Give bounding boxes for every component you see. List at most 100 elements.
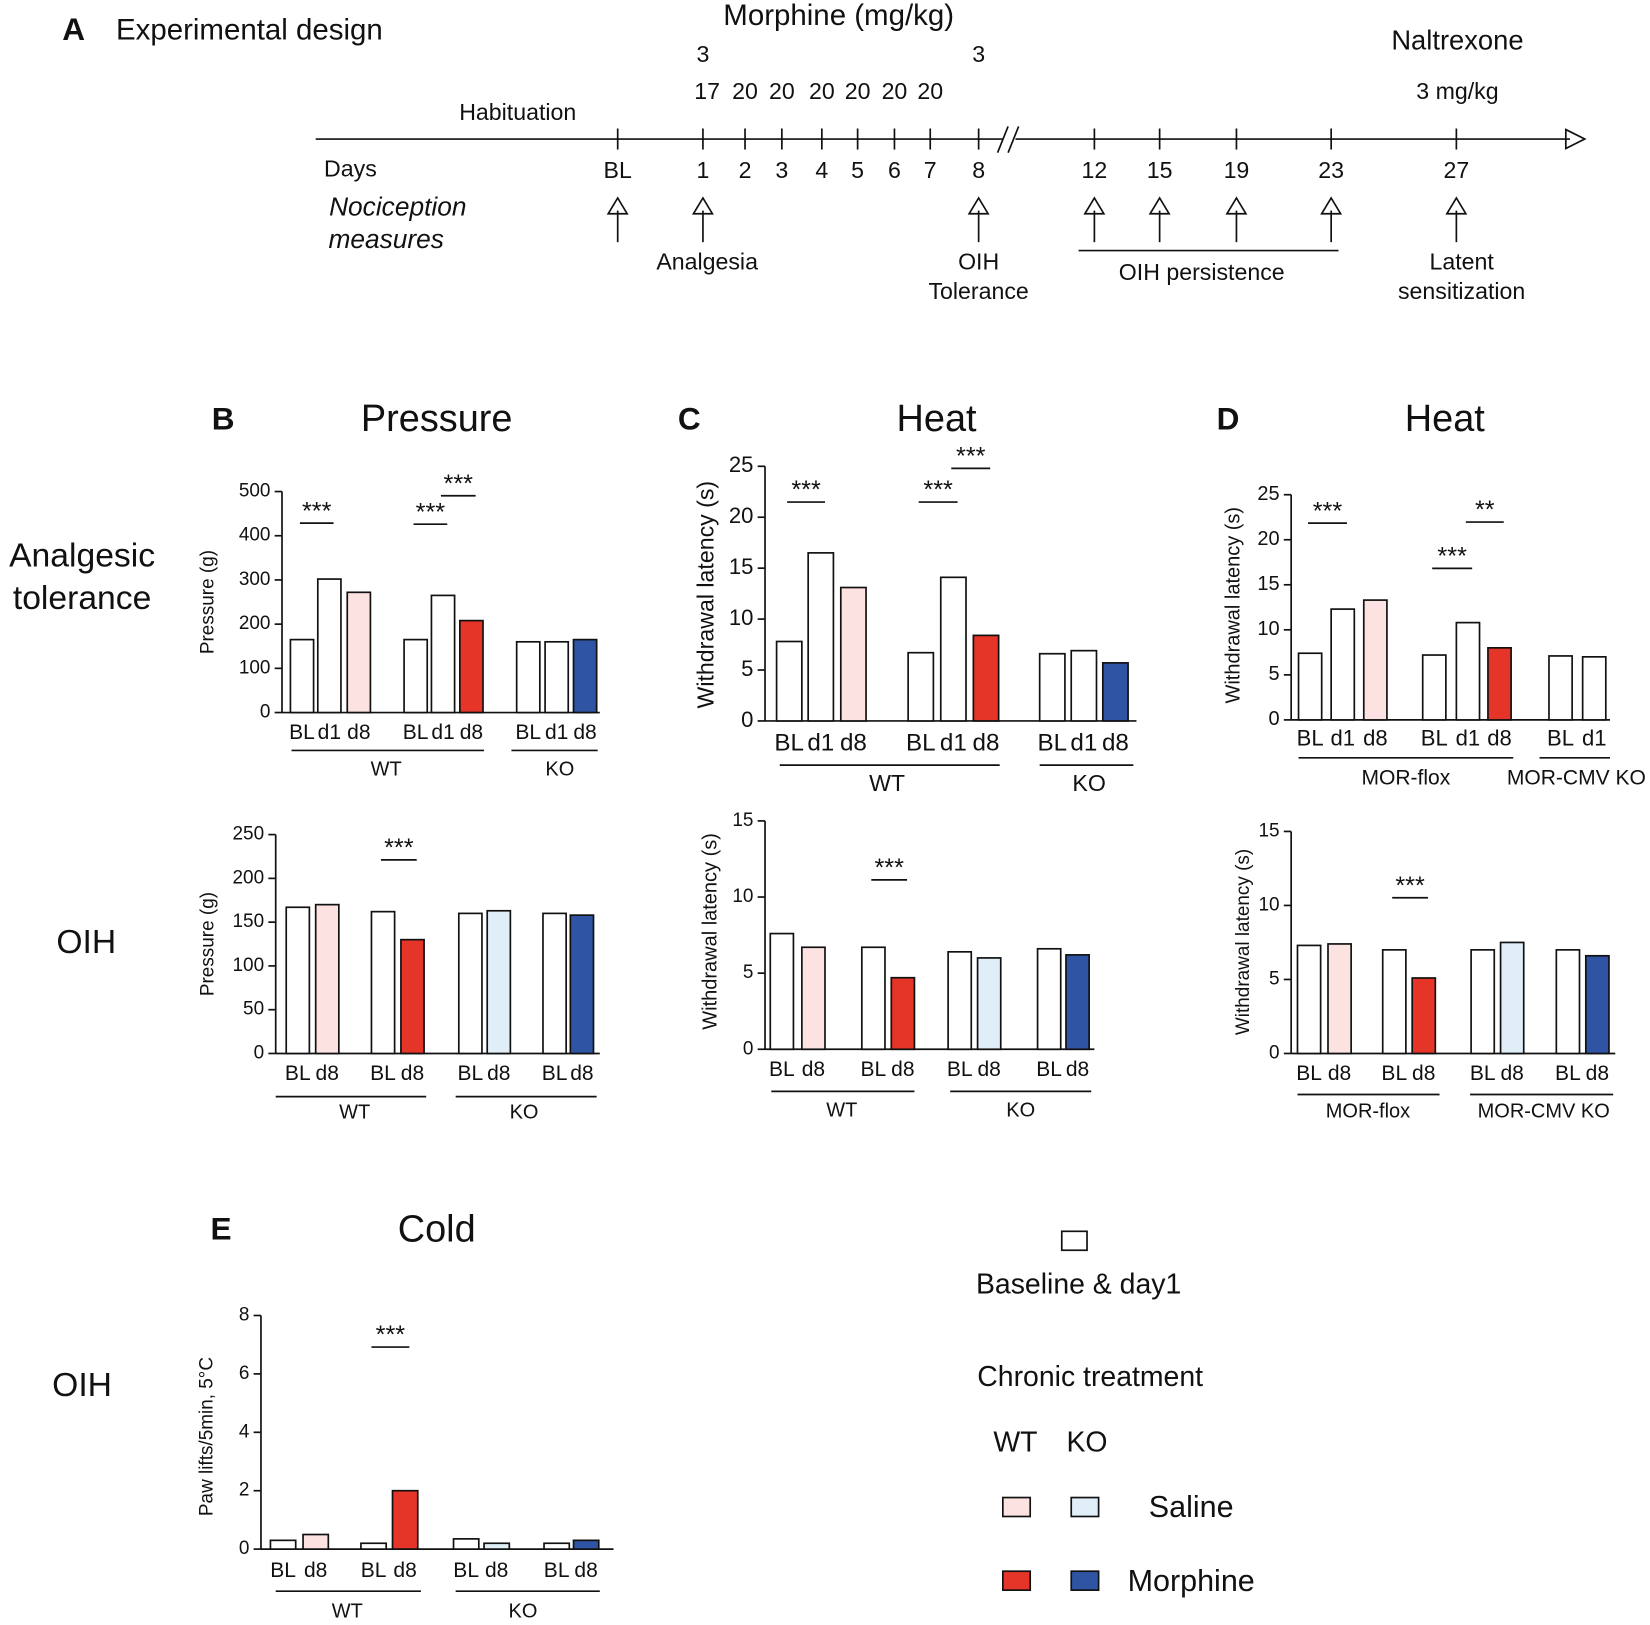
x-tick-label: d8 <box>802 1058 825 1081</box>
dose-label: 20 <box>809 78 835 104</box>
x-tick-label: d8 <box>460 721 483 744</box>
y-tick-label: 200 <box>233 867 265 888</box>
y-tick-label: 50 <box>243 999 264 1020</box>
x-tick-label: d1 <box>318 721 341 744</box>
legend-swatch <box>1001 1496 1032 1518</box>
measure-label: Tolerance <box>928 278 1028 304</box>
bar <box>1036 947 1062 1051</box>
y-tick-label: 6 <box>239 1363 250 1384</box>
bar <box>459 619 484 714</box>
day-label: 7 <box>924 157 937 183</box>
y-tick-label: 5 <box>1268 663 1279 685</box>
y-tick-label: 10 <box>729 605 754 630</box>
x-tick-label: BL <box>285 1062 311 1085</box>
legend-label: Saline <box>1149 1490 1234 1524</box>
bar <box>483 1542 511 1550</box>
x-tick-label: d8 <box>570 1062 593 1085</box>
panel-letter: E <box>210 1211 231 1247</box>
x-tick-label: d8 <box>1066 1058 1089 1081</box>
day-label: 19 <box>1224 157 1250 183</box>
bar <box>1411 977 1437 1055</box>
x-tick-label: BL <box>1036 1058 1062 1081</box>
measure-label: Latent <box>1429 248 1494 274</box>
x-tick-label: d1 <box>1582 726 1607 751</box>
x-tick-label: d8 <box>573 721 596 744</box>
bar <box>1421 654 1447 721</box>
day-label: 23 <box>1318 157 1344 183</box>
legend-label: Morphine <box>1128 1564 1255 1598</box>
y-tick-label: 400 <box>239 525 271 546</box>
x-tick-label: d8 <box>1363 726 1388 751</box>
y-tick-label: 0 <box>743 1038 754 1059</box>
x-tick-label: BL <box>1470 1062 1496 1085</box>
bar <box>400 938 425 1055</box>
bar <box>269 1539 297 1550</box>
x-tick-label: BL <box>861 1058 887 1081</box>
y-tick-label: 5 <box>741 656 753 681</box>
x-tick-label: BL <box>270 1559 296 1582</box>
bar <box>839 586 867 722</box>
y-axis-label: Withdrawal latency (s) <box>700 833 722 1030</box>
row-label: Analgesic <box>9 538 155 575</box>
bar <box>1065 954 1090 1051</box>
y-tick-label: 5 <box>1269 968 1280 989</box>
measure-arrowhead <box>1320 196 1343 215</box>
y-tick-label: 20 <box>729 503 754 528</box>
legend-column: KO <box>1066 1426 1107 1458</box>
y-tick-label: 0 <box>741 707 753 732</box>
y-axis-label: Pressure (g) <box>197 550 218 654</box>
dose-label: 20 <box>882 78 908 104</box>
dose-label: 17 <box>694 78 720 104</box>
significance-label: *** <box>874 854 904 882</box>
bar <box>569 914 595 1055</box>
habituation-label: Habituation <box>459 99 576 125</box>
bar <box>572 1539 600 1550</box>
bar <box>860 946 886 1051</box>
y-tick-label: 25 <box>1257 483 1279 505</box>
y-tick-label: 2 <box>239 1480 250 1501</box>
bar <box>890 976 916 1051</box>
measure-arrowhead <box>967 196 990 215</box>
x-tick-label: d8 <box>1487 726 1512 751</box>
bar <box>314 903 340 1055</box>
x-tick-label: d8 <box>487 1062 510 1085</box>
significance-label: *** <box>791 476 821 504</box>
bar <box>947 950 973 1051</box>
chart-title: Pressure <box>361 398 513 440</box>
y-tick-label: 5 <box>743 962 754 983</box>
day-label: 6 <box>888 157 901 183</box>
bar <box>572 638 598 714</box>
y-tick-label: 0 <box>1269 1042 1280 1063</box>
y-tick-label: 100 <box>233 955 265 976</box>
bar <box>775 640 803 722</box>
x-tick-label: d8 <box>977 1058 1000 1081</box>
days-label: Days <box>324 156 377 182</box>
chart-title: Heat <box>1405 398 1485 440</box>
measure-arrowhead <box>1445 196 1468 215</box>
group-label: KO <box>510 1102 539 1124</box>
y-tick-label: 8 <box>239 1304 250 1325</box>
day-label: 4 <box>815 157 828 183</box>
group-label: WT <box>826 1100 857 1122</box>
x-tick-label: BL <box>458 1062 484 1085</box>
bar <box>939 576 967 722</box>
day-label: 1 <box>696 157 709 183</box>
y-tick-label: 25 <box>729 452 754 477</box>
x-tick-label: BL <box>1421 726 1448 751</box>
group-label: WT <box>339 1102 370 1124</box>
x-tick-label: d8 <box>574 1559 597 1582</box>
naltrexone-label: Naltrexone <box>1391 24 1523 55</box>
x-tick-label: d8 <box>1586 1062 1609 1085</box>
bar <box>801 946 826 1051</box>
y-tick-label: 15 <box>732 810 753 831</box>
significance-label: *** <box>416 498 446 526</box>
x-tick-label: BL <box>906 729 936 756</box>
x-tick-label: d1 <box>1330 726 1355 751</box>
significance-label: *** <box>302 497 332 525</box>
measure-label: OIH persistence <box>1119 259 1285 285</box>
x-tick-label: d8 <box>401 1062 424 1085</box>
bar <box>769 932 795 1051</box>
day-label: 3 <box>775 157 788 183</box>
x-tick-label: d1 <box>940 729 967 756</box>
